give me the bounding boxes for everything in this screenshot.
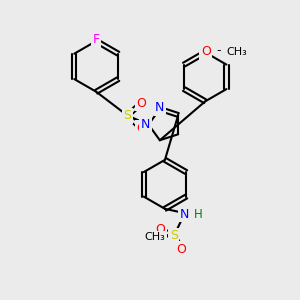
Text: CH₃: CH₃ — [144, 232, 165, 242]
Text: O: O — [136, 97, 146, 110]
Text: S: S — [124, 109, 132, 122]
Text: F: F — [93, 33, 100, 46]
Text: CH₃: CH₃ — [227, 47, 248, 57]
Text: N: N — [155, 101, 164, 114]
Text: H: H — [194, 208, 203, 221]
Text: O: O — [136, 122, 146, 135]
Text: O: O — [155, 223, 165, 236]
Text: -: - — [216, 44, 221, 57]
Text: S: S — [170, 229, 178, 242]
Text: O: O — [201, 45, 211, 58]
Text: N: N — [141, 118, 150, 131]
Text: N: N — [180, 208, 189, 221]
Text: O: O — [176, 243, 186, 256]
